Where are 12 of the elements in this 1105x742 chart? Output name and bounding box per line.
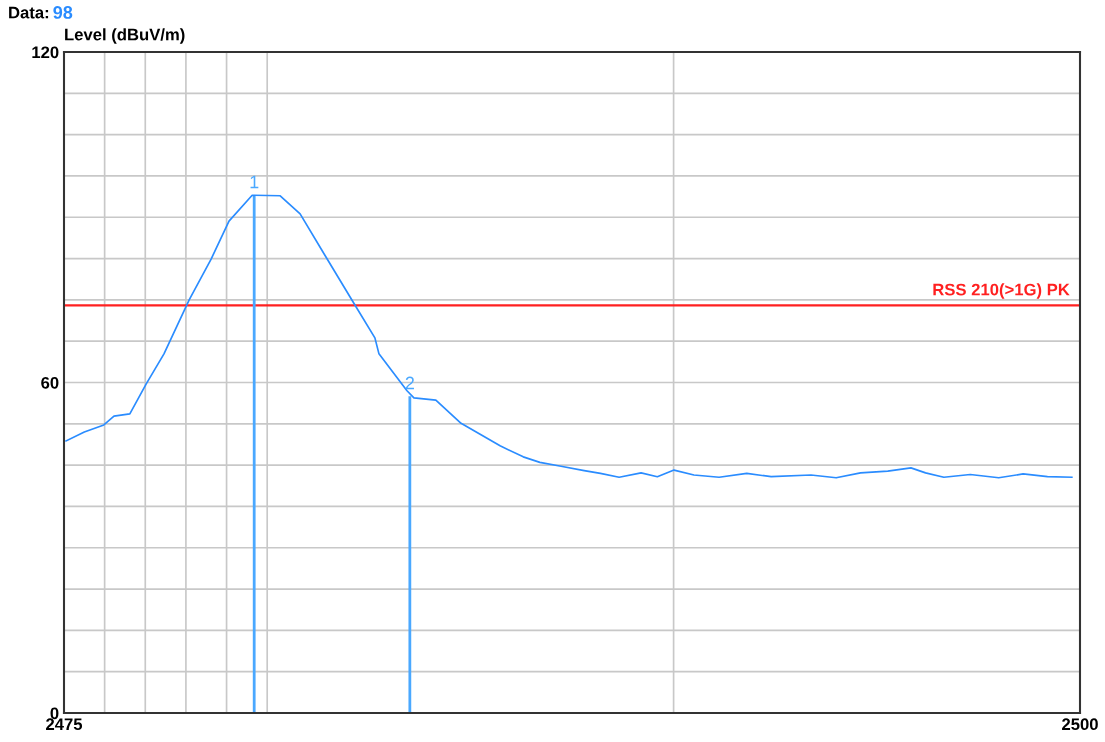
y-axis-title: Level (dBuV/m) (65, 28, 185, 44)
chart-subtitle: 98 (53, 6, 73, 19)
chart-title: Data: (9, 6, 49, 19)
y-tick-label: 60 (41, 376, 59, 389)
annotation: 1 (250, 175, 259, 189)
annotation: 2 (405, 376, 414, 390)
x-tick-label: 2475 (46, 718, 83, 731)
y-tick-label: 0 (50, 707, 59, 720)
line-series (65, 194, 1073, 479)
y-tick-label: 120 (32, 46, 59, 59)
x-tick-label: 2500 (1062, 718, 1098, 731)
ref-line-label: RSS 210(>1G) PK (933, 283, 1070, 299)
